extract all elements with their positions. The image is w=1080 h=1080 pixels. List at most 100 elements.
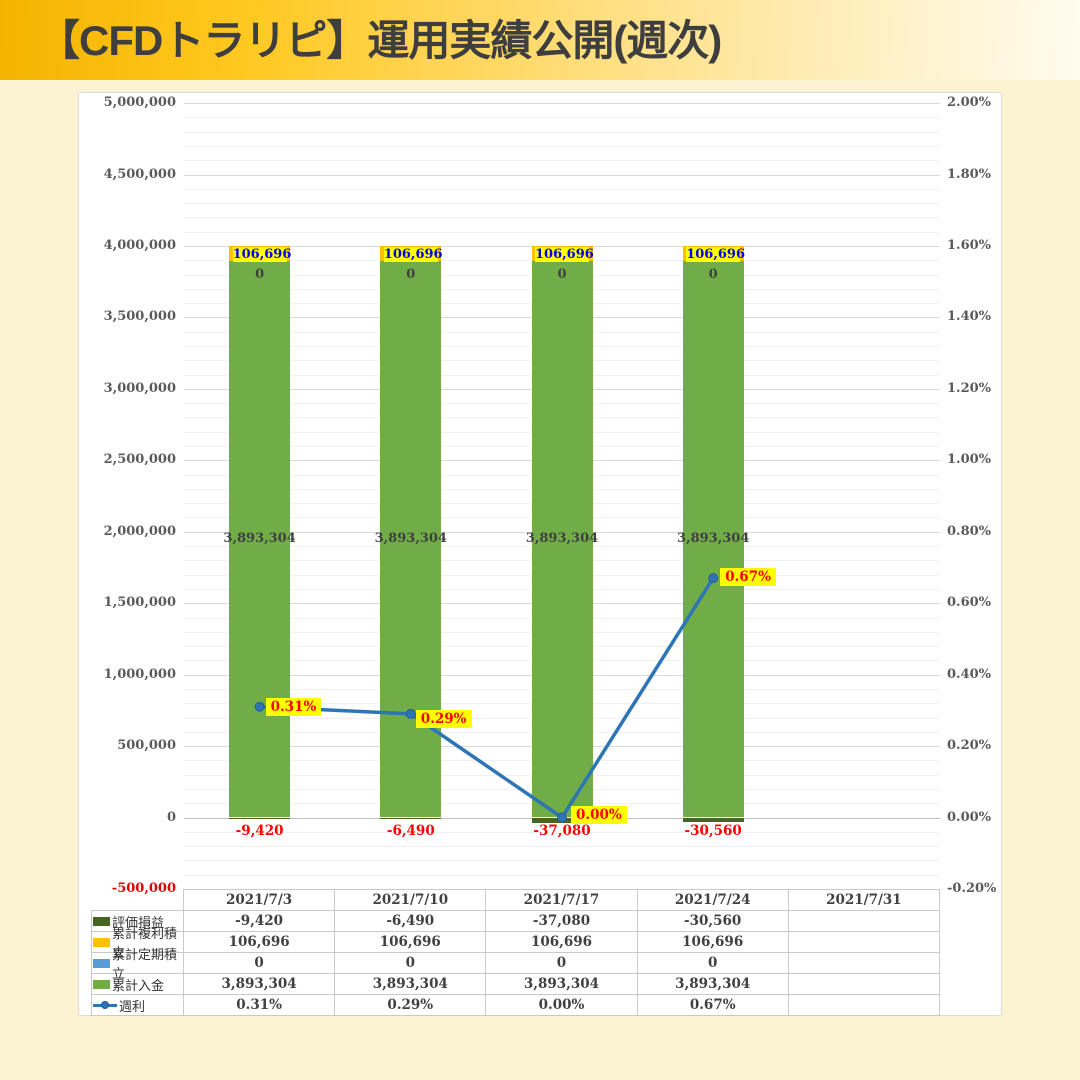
plot-area: 5,000,000 4,500,000 4,000,000 3,500,000 3,00… [79,93,1001,1016]
bar-label-fukuri: 106,696 [232,247,292,263]
bar-label-fukuri: 106,696 [535,247,594,263]
y-axis-label-left: 500,000 [117,738,176,754]
table-cell-teiki: 0 [486,953,638,974]
table-cell-shuri [788,995,940,1016]
legend-label-teiki: 累計定期積立 [112,947,178,981]
y-axis-label-left: 5,000,000 [103,95,176,110]
gridline-major [184,174,940,176]
legend-row-hyoka: 評価損益 [91,911,184,932]
table-corner-cell [91,889,184,911]
bar-label-hyoka: -6,490 [386,823,435,839]
y-axis-label-left: 2,500,000 [103,452,176,468]
y-axis-label-left: 0 [166,809,176,825]
table-cell-fukuri: 106,696 [637,932,789,953]
gridline-minor [184,203,940,204]
table-cell-shuri: 0.29% [335,995,487,1016]
weekly-rate-label: 0.29% [415,709,472,728]
y-axis-label-right: 1.20% [947,380,992,396]
gridline-minor [184,131,940,133]
bar-label-fukuri: 106,696 [383,247,443,263]
y-axis-label-left: 4,000,000 [103,237,176,253]
table-cell-shuri: 0.00% [486,995,638,1016]
y-axis-label-left: 3,500,000 [103,309,176,325]
y-axis-label-right: 0.00% [947,809,992,825]
y-axis-label-left: 1,500,000 [103,595,176,611]
y-axis-label-right: 0.80% [947,523,992,539]
table-cell-teiki: 0 [184,953,336,974]
y-axis-label-right: 0.60% [947,595,992,611]
table-cell-shuri: 0.67% [637,995,789,1016]
gridline-minor [184,874,940,876]
legend-row-shuri: 週利 [91,995,184,1016]
weekly-rate-line [259,577,715,820]
bar-label-nyukin: 3,893,304 [374,531,447,547]
legend-label-nyukin: 累計入金 [112,977,165,993]
weekly-rate-label: 0.67% [720,568,776,587]
bar-label-fukuri: 106,696 [686,247,745,263]
y-axis-label-right: 1.40% [947,309,992,325]
table-cell-teiki [788,953,940,974]
y-axis-label-left: -500,000 [111,881,176,896]
legend-swatch-teiki [93,958,110,968]
y-axis-label-right: 1.80% [947,166,992,182]
weekly-rate-label: 0.00% [571,805,627,824]
table-header-date: 2021/7/24 [637,889,789,911]
legend-row-nyukin: 累計入金 [91,974,184,995]
legend-label-fukuri: 累計複利積立 [112,926,178,960]
table-cell-nyukin: 3,893,304 [486,974,638,995]
table-cell-nyukin: 3,893,304 [637,974,789,995]
y-axis-label-right: 2.00% [947,95,992,110]
y-axis-label-left: 4,500,000 [103,166,176,182]
table-cell-nyukin: 3,893,304 [184,974,336,995]
y-axis-label-left: 3,000,000 [103,380,176,396]
legend-swatch-hyoka [93,916,110,926]
legend-swatch-fukuri [93,937,110,947]
y-axis-label-left: 2,000,000 [103,523,176,539]
bar-label-teiki: 0 [255,266,265,282]
table-cell-fukuri: 106,696 [486,932,638,953]
table-cell-hyoka: -37,080 [486,911,638,932]
table-cell-fukuri: 106,696 [184,932,336,953]
y-axis-label-left: 1,000,000 [103,666,176,682]
gridline-major [184,103,940,104]
table-header-date: 2021/7/31 [788,889,940,911]
legend-row-fukuri: 累計複利積立 [91,926,184,960]
legend-label-shuri: 週利 [119,998,146,1014]
table-cell-hyoka: -6,490 [335,911,487,932]
table-cell-fukuri [788,932,940,953]
gridline-minor [184,160,940,162]
bar-label-teiki: 0 [708,266,718,282]
table-cell-fukuri: 106,696 [335,932,487,953]
table-cell-hyoka [788,911,940,932]
weekly-rate-label: 0.31% [265,697,322,716]
bar-segment-hyoka [682,817,744,822]
legend-row-teiki: 累計定期積立 [91,947,184,981]
bar-label-hyoka: -9,420 [235,823,284,839]
table-header-date: 2021/7/3 [184,889,336,911]
gridline-minor [184,231,940,233]
gridline-minor [184,217,940,219]
gridline-minor [184,188,940,190]
table-cell-nyukin [788,974,940,995]
y-axis-label-right: 0.40% [947,666,992,682]
bar-label-hyoka: -30,560 [684,823,742,839]
y-axis-label-right: 1.60% [947,237,992,253]
table-header-date: 2021/7/17 [486,889,638,911]
page-title: 【CFDトラリピ】運用実績公開(週次) [38,17,722,64]
table-cell-hyoka: -30,560 [637,911,789,932]
title-banner: 【CFDトラリピ】運用実績公開(週次) [0,0,1080,80]
table-cell-hyoka: -9,420 [184,911,336,932]
gridline-minor [184,145,940,147]
legend-swatch-nyukin [93,979,110,989]
bar-segment-hyoka [229,817,291,819]
legend-label-hyoka: 評価損益 [112,914,165,930]
bar-label-hyoka: -37,080 [533,823,591,839]
table-cell-shuri: 0.31% [184,995,336,1016]
legend-line-swatch-shuri [93,1000,117,1011]
gridline-minor [184,117,940,119]
bar-label-nyukin: 3,893,304 [677,531,750,547]
bar-segment-hyoka [380,817,442,819]
bar-label-nyukin: 3,893,304 [525,531,599,547]
table-cell-nyukin: 3,893,304 [335,974,487,995]
